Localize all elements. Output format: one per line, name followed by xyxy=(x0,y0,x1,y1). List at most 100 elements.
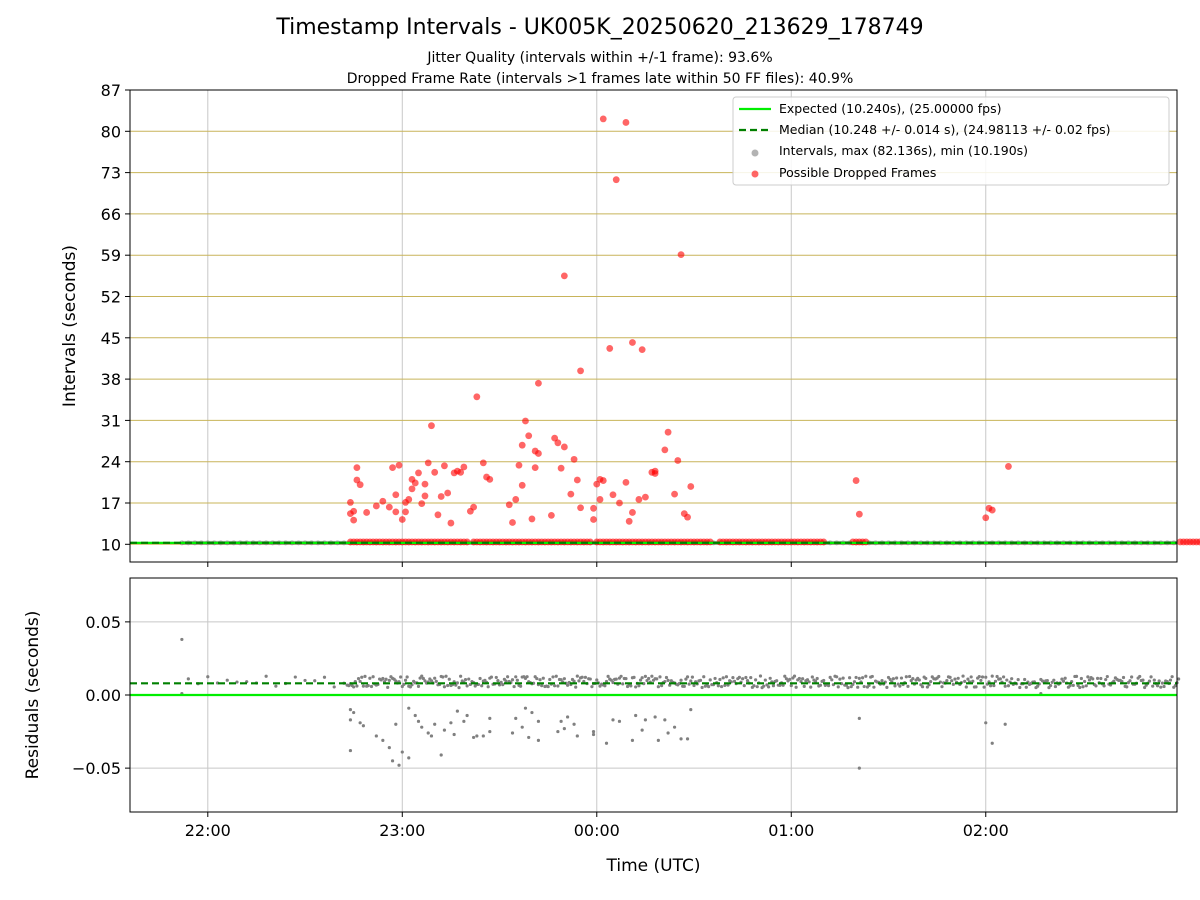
dropped-frame-point xyxy=(447,519,455,527)
residual-point xyxy=(666,678,670,682)
residual-point xyxy=(749,675,753,680)
residual-point xyxy=(387,746,391,750)
residual-point xyxy=(494,675,498,680)
residuals-plot-series xyxy=(130,637,1181,770)
residual-point xyxy=(541,676,545,680)
residual-point xyxy=(950,679,954,683)
residual-point xyxy=(1053,684,1058,689)
residual-point xyxy=(293,675,297,679)
residual-point xyxy=(666,731,670,735)
residual-point xyxy=(559,678,563,682)
dropped-frame-point xyxy=(515,461,523,469)
residual-point xyxy=(591,729,596,734)
dropped-frame-point xyxy=(629,509,636,516)
dropped-frame-point xyxy=(405,496,413,503)
bottom-ytick-label: −0.05 xyxy=(72,759,121,778)
residual-point xyxy=(685,675,690,679)
residual-point xyxy=(828,675,832,679)
residual-point xyxy=(274,684,278,688)
residual-point xyxy=(990,741,994,745)
dropped-frame-point xyxy=(437,493,445,500)
residual-point xyxy=(441,675,445,679)
dropped-frame-point xyxy=(674,457,682,464)
dropped-frame-point xyxy=(421,480,429,488)
legend-median-label: Median (10.248 +/- 0.014 s), (24.98113 +… xyxy=(779,122,1110,137)
residual-point xyxy=(647,676,651,681)
residual-point xyxy=(687,682,691,686)
residual-point xyxy=(536,738,541,742)
residual-point xyxy=(679,678,683,682)
residual-point xyxy=(360,675,364,679)
residual-point xyxy=(606,674,610,678)
residual-point xyxy=(929,680,933,684)
dropped-frame-point xyxy=(547,511,555,519)
residual-point xyxy=(523,706,528,710)
residual-point xyxy=(397,763,401,767)
residual-point xyxy=(352,710,356,715)
residual-point xyxy=(518,684,523,688)
residual-point xyxy=(830,678,834,682)
dropped-frame-point xyxy=(671,490,678,498)
dropped-frame-point xyxy=(353,464,361,471)
residual-point xyxy=(481,734,485,738)
residual-point xyxy=(656,738,660,742)
residual-point xyxy=(206,675,210,679)
residual-point xyxy=(995,674,999,679)
residual-point xyxy=(575,734,579,738)
residual-point xyxy=(1173,683,1177,688)
residual-point xyxy=(1094,684,1098,688)
residual-point xyxy=(1095,676,1100,680)
residual-point xyxy=(399,675,403,679)
residual-point xyxy=(857,676,861,680)
residual-point xyxy=(624,676,628,681)
top-ytick-label: 31 xyxy=(101,411,121,430)
residual-point xyxy=(762,684,766,688)
residual-point xyxy=(742,683,746,688)
residual-point xyxy=(1151,684,1155,688)
residual-point xyxy=(356,677,361,681)
residual-point xyxy=(303,678,307,683)
residual-point xyxy=(1147,679,1152,683)
residual-point xyxy=(403,678,408,682)
residual-point xyxy=(313,679,317,683)
residual-point xyxy=(1048,683,1053,688)
residual-point xyxy=(488,716,492,721)
residual-point xyxy=(737,675,741,679)
residual-point xyxy=(653,715,657,719)
residual-point xyxy=(546,684,550,689)
residual-point xyxy=(371,675,375,679)
residual-point xyxy=(402,682,406,686)
residual-point xyxy=(566,715,570,719)
bottom-ytick-label: 0.05 xyxy=(85,613,121,632)
residual-point xyxy=(471,735,476,740)
residual-point xyxy=(463,677,468,682)
dropped-frame-point xyxy=(535,379,542,387)
dropped-frame-point xyxy=(363,509,371,516)
residual-point xyxy=(180,637,184,642)
residual-point xyxy=(459,674,463,678)
top-ytick-label: 38 xyxy=(101,370,121,389)
axes: 10 17 24 31 38 45 52 59 66 73 80 87 0.05 0.00 −0.05 22:… xyxy=(23,81,1178,876)
residual-point xyxy=(640,728,644,732)
residual-point xyxy=(386,685,390,689)
residual-point xyxy=(809,685,813,689)
dropped-frame-point xyxy=(577,504,584,512)
dropped-frame-point xyxy=(505,501,513,509)
dropped-frame-point xyxy=(424,459,432,467)
residual-point xyxy=(455,681,459,685)
legend-intervals-label: Intervals, max (82.136s), min (10.190s) xyxy=(779,143,1028,158)
dropped-frame-point xyxy=(473,393,481,401)
residual-point xyxy=(1105,674,1109,679)
residual-point xyxy=(980,675,985,679)
dropped-frame-rate-subtitle: Dropped Frame Rate (intervals >1 frames … xyxy=(346,71,854,87)
residual-point xyxy=(540,684,544,688)
residual-point xyxy=(891,677,895,681)
residual-point xyxy=(672,725,677,729)
residual-point xyxy=(1121,675,1126,680)
dropped-frame-point xyxy=(434,511,442,519)
residual-point xyxy=(525,675,529,679)
residual-point xyxy=(911,676,915,681)
residual-point xyxy=(1003,722,1007,726)
residual-point xyxy=(421,676,425,681)
residual-point xyxy=(885,685,889,689)
